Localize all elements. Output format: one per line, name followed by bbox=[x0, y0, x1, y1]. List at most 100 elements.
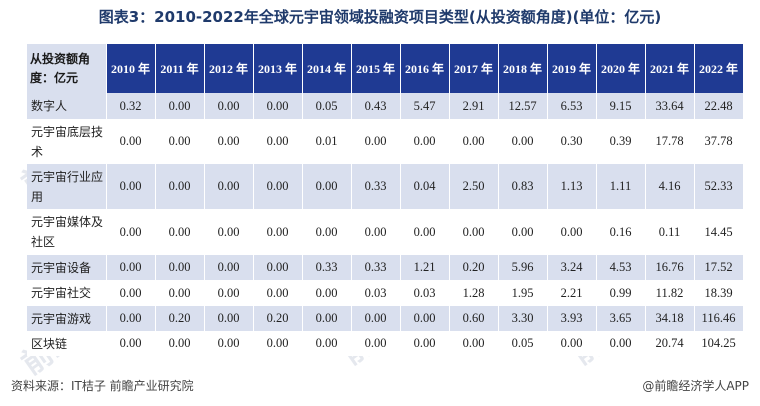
table-cell: 16.76 bbox=[645, 255, 695, 280]
year-header: 2022 年 bbox=[694, 44, 744, 93]
table-row: 元宇宙游戏 0.00 0.20 0.00 0.20 0.00 0.00 0.00 0.60 3.3… bbox=[27, 306, 744, 331]
table-cell: 34.18 bbox=[645, 306, 695, 331]
table-cell: 0.00 bbox=[155, 280, 205, 306]
table-cell: 0.00 bbox=[400, 306, 450, 331]
table-cell: 0.00 bbox=[596, 331, 646, 356]
table-cell: 0.00 bbox=[351, 306, 401, 331]
table-cell: 0.00 bbox=[449, 209, 499, 255]
table-cell: 0.00 bbox=[204, 119, 254, 164]
table-cell: 0.00 bbox=[155, 164, 205, 209]
corner-header: 从投资额角度：亿元 bbox=[27, 44, 107, 93]
table-cell: 0.01 bbox=[302, 119, 352, 164]
table-cell: 9.15 bbox=[596, 93, 646, 119]
table-cell: 0.00 bbox=[253, 255, 303, 280]
table-cell: 5.47 bbox=[400, 93, 450, 119]
table-cell: 0.00 bbox=[204, 164, 254, 209]
table-cell: 2.21 bbox=[547, 280, 597, 306]
table-cell: 0.04 bbox=[400, 164, 450, 209]
table-row: 元宇宙设备 0.00 0.00 0.00 0.00 0.33 0.33 1.21 0.20 5.9… bbox=[27, 255, 744, 280]
table-cell: 0.00 bbox=[204, 331, 254, 356]
year-header: 2021 年 bbox=[645, 44, 695, 93]
table-cell: 37.78 bbox=[694, 119, 744, 164]
table-row: 元宇宙媒体及社区 0.00 0.00 0.00 0.00 0.00 0.00 0.00 0.00… bbox=[27, 209, 744, 255]
table-cell: 0.03 bbox=[400, 280, 450, 306]
table-cell: 6.53 bbox=[547, 93, 597, 119]
year-header: 2010 年 bbox=[106, 44, 156, 93]
year-header: 2011 年 bbox=[155, 44, 205, 93]
table-cell: 2.91 bbox=[449, 93, 499, 119]
table-cell: 0.00 bbox=[106, 255, 156, 280]
table-cell: 0.00 bbox=[547, 331, 597, 356]
table-cell: 22.48 bbox=[694, 93, 744, 119]
table-cell: 0.00 bbox=[302, 331, 352, 356]
year-header: 2016 年 bbox=[400, 44, 450, 93]
row-label: 元宇宙行业应用 bbox=[27, 164, 107, 209]
table-row: 元宇宙行业应用 0.00 0.00 0.00 0.00 0.00 0.33 0.04 2.50 0… bbox=[27, 164, 744, 209]
table-cell: 0.20 bbox=[449, 255, 499, 280]
table-cell: 3.30 bbox=[498, 306, 548, 331]
table-cell: 0.00 bbox=[155, 209, 205, 255]
table-cell: 0.00 bbox=[400, 331, 450, 356]
table-cell: 20.74 bbox=[645, 331, 695, 356]
table-row: 区块链 0.00 0.00 0.00 0.00 0.00 0.00 0.00 0.00 0.05 0… bbox=[27, 331, 744, 356]
row-label: 元宇宙社交 bbox=[27, 280, 107, 306]
table-cell: 0.00 bbox=[204, 306, 254, 331]
table-cell: 116.46 bbox=[694, 306, 744, 331]
table-cell: 1.95 bbox=[498, 280, 548, 306]
year-header: 2020 年 bbox=[596, 44, 646, 93]
table-cell: 1.11 bbox=[596, 164, 646, 209]
year-header: 2017 年 bbox=[449, 44, 499, 93]
table-cell: 5.96 bbox=[498, 255, 548, 280]
table-row: 元宇宙底层技术 0.00 0.00 0.00 0.00 0.01 0.00 0.00 0.00 0… bbox=[27, 119, 744, 164]
table-cell: 3.24 bbox=[547, 255, 597, 280]
table-cell: 0.05 bbox=[302, 93, 352, 119]
header-row: 从投资额角度：亿元 2010 年 2011 年 2012 年 2013 年 2014 年… bbox=[27, 44, 744, 93]
brand-credit: @前瞻经济学人APP bbox=[642, 379, 749, 393]
table-cell: 18.39 bbox=[694, 280, 744, 306]
year-header: 2015 年 bbox=[351, 44, 401, 93]
table-cell: 0.43 bbox=[351, 93, 401, 119]
table-cell: 0.00 bbox=[498, 119, 548, 164]
table-cell: 0.00 bbox=[351, 119, 401, 164]
table-cell: 0.05 bbox=[498, 331, 548, 356]
table-cell: 0.00 bbox=[400, 209, 450, 255]
table-cell: 11.82 bbox=[645, 280, 695, 306]
table-cell: 0.20 bbox=[253, 306, 303, 331]
row-label: 元宇宙底层技术 bbox=[27, 119, 107, 164]
row-label: 元宇宙设备 bbox=[27, 255, 107, 280]
table-cell: 0.00 bbox=[449, 331, 499, 356]
table-cell: 0.00 bbox=[302, 306, 352, 331]
table-cell: 0.00 bbox=[106, 306, 156, 331]
table-cell: 0.00 bbox=[400, 119, 450, 164]
table-cell: 0.00 bbox=[351, 209, 401, 255]
table-row: 元宇宙社交 0.00 0.00 0.00 0.00 0.00 0.03 0.03 1.28 1.9… bbox=[27, 280, 744, 306]
table-cell: 0.00 bbox=[155, 255, 205, 280]
table-cell: 17.52 bbox=[694, 255, 744, 280]
row-label: 区块链 bbox=[27, 331, 107, 356]
table-cell: 4.53 bbox=[596, 255, 646, 280]
table-cell: 0.00 bbox=[106, 209, 156, 255]
table-cell: 17.78 bbox=[645, 119, 695, 164]
table-cell: 0.00 bbox=[204, 280, 254, 306]
table-cell: 0.00 bbox=[253, 164, 303, 209]
table-cell: 0.00 bbox=[302, 209, 352, 255]
table-cell: 0.20 bbox=[155, 306, 205, 331]
table-cell: 0.00 bbox=[253, 119, 303, 164]
table-cell: 1.13 bbox=[547, 164, 597, 209]
table-cell: 4.16 bbox=[645, 164, 695, 209]
table-cell: 52.33 bbox=[694, 164, 744, 209]
table-cell: 14.45 bbox=[694, 209, 744, 255]
table-cell: 0.00 bbox=[204, 93, 254, 119]
table-cell: 0.99 bbox=[596, 280, 646, 306]
row-label: 元宇宙游戏 bbox=[27, 306, 107, 331]
table-cell: 0.16 bbox=[596, 209, 646, 255]
table-cell: 0.33 bbox=[351, 164, 401, 209]
table-cell: 12.57 bbox=[498, 93, 548, 119]
table-cell: 0.00 bbox=[253, 93, 303, 119]
table-cell: 0.60 bbox=[449, 306, 499, 331]
table-cell: 0.32 bbox=[106, 93, 156, 119]
table-cell: 0.00 bbox=[106, 280, 156, 306]
table-cell: 0.00 bbox=[253, 280, 303, 306]
year-header: 2012 年 bbox=[204, 44, 254, 93]
table-cell: 2.50 bbox=[449, 164, 499, 209]
